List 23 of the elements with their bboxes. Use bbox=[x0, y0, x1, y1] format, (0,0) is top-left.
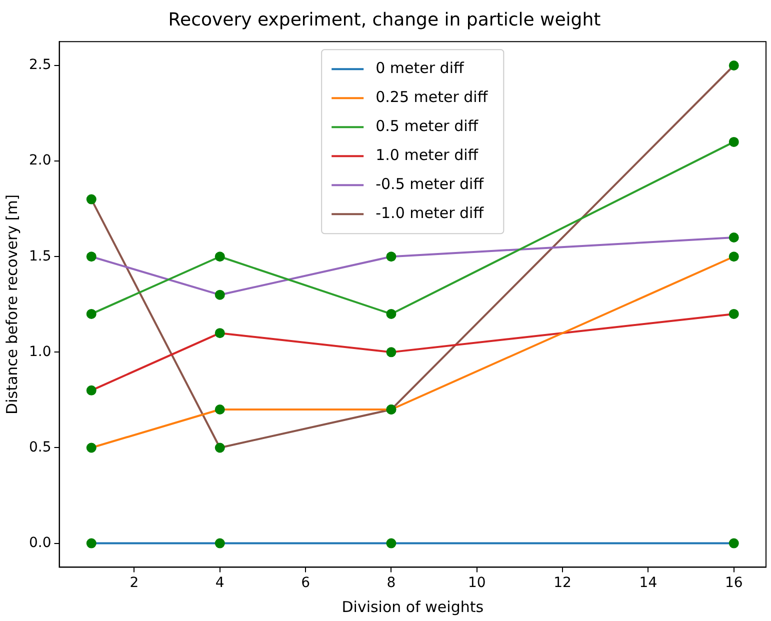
y-tick-label: 2.5 bbox=[29, 57, 52, 74]
x-tick-label: 10 bbox=[468, 575, 486, 592]
legend-label: -0.5 meter diff bbox=[376, 174, 484, 193]
y-tick-label: 1.5 bbox=[29, 248, 52, 264]
legend-label: 0 meter diff bbox=[376, 58, 464, 77]
y-tick-label: 0.0 bbox=[29, 534, 52, 551]
x-tick-label: 12 bbox=[554, 575, 572, 592]
x-tick-label: 14 bbox=[639, 575, 658, 592]
legend-label: 0.5 meter diff bbox=[376, 116, 479, 135]
x-axis-title: Division of weights bbox=[342, 598, 484, 616]
y-tick-label: 1.0 bbox=[29, 344, 52, 360]
x-tick-label: 8 bbox=[386, 575, 396, 592]
legend-label: 0.25 meter diff bbox=[376, 88, 488, 106]
y-tick-label: 0.5 bbox=[29, 439, 52, 456]
x-tick-label: 6 bbox=[301, 575, 310, 592]
x-tick-label: 4 bbox=[215, 575, 224, 592]
y-tick-label: 2.0 bbox=[29, 152, 52, 169]
chart-title: Recovery experiment, change in particle weight bbox=[168, 9, 601, 30]
legend-label: -1.0 meter diff bbox=[376, 204, 484, 222]
x-tick-label: 2 bbox=[130, 575, 139, 592]
x-tick-label: 16 bbox=[724, 575, 743, 592]
y-axis-title: Distance before recovery [m] bbox=[2, 194, 21, 414]
legend-label: 1.0 meter diff bbox=[376, 146, 479, 164]
